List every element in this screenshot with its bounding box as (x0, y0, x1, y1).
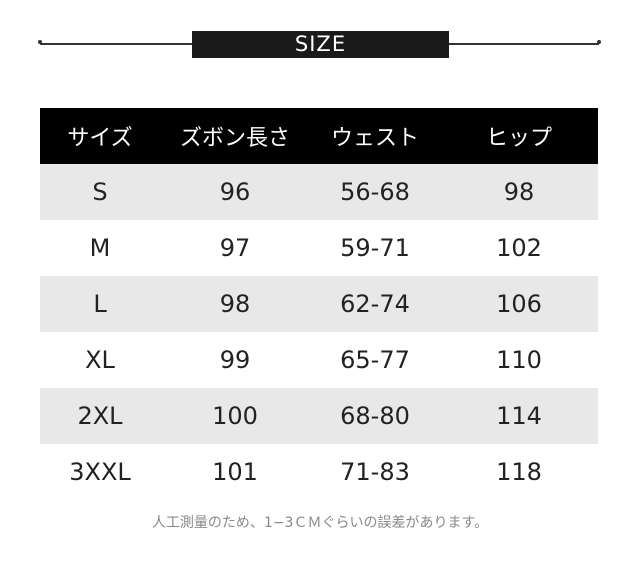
divider-left (40, 43, 192, 45)
table-row: M 97 59-71 102 (40, 220, 598, 276)
table-cell: 68-80 (310, 388, 440, 444)
table-row: 3XXL 101 71-83 118 (40, 444, 598, 500)
table-cell: S (40, 164, 160, 220)
table-cell: 100 (160, 388, 310, 444)
table-cell: 118 (496, 458, 542, 486)
table-cell: 56-68 (310, 164, 440, 220)
size-title: SIZE (192, 31, 449, 58)
table-row: XL 99 65-77 110 (40, 332, 598, 388)
table-cell: 98 (440, 164, 598, 220)
table-cell: L (40, 276, 160, 332)
divider-right (449, 43, 599, 45)
table-cell: 65-77 (340, 346, 410, 374)
table-cell: 114 (440, 388, 598, 444)
size-table: サイズ ズボン長さ ウェスト ヒップ S 96 56-68 98 M 97 59-71 102… (40, 108, 598, 500)
table-cell: 98 (160, 276, 310, 332)
table-cell: 62-74 (310, 276, 440, 332)
table-cell: 101 (212, 458, 258, 486)
header-waist: ウェスト (310, 108, 440, 164)
divider-end-left (38, 40, 42, 44)
table-cell: 59-71 (340, 234, 410, 262)
table-row: 2XL 100 68-80 114 (40, 388, 598, 444)
table-cell: 71-83 (340, 458, 410, 486)
table-row: L 98 62-74 106 (40, 276, 598, 332)
table-cell: 96 (160, 164, 310, 220)
table-cell: XL (85, 346, 115, 374)
table-cell: 106 (440, 276, 598, 332)
table-header: サイズ ズボン長さ ウェスト ヒップ (40, 108, 598, 164)
header-hip: ヒップ (440, 108, 598, 164)
divider-end-right (597, 40, 601, 44)
measurement-note: 人工測量のため、1−3ＣＭぐらいの誤差があります。 (151, 515, 489, 531)
table-cell: 110 (496, 346, 542, 374)
header-size: サイズ (40, 108, 160, 164)
header-length: ズボン長さ (160, 108, 310, 164)
table-cell: 102 (496, 234, 542, 262)
table-cell: 3XXL (69, 458, 131, 486)
table-cell: M (89, 234, 111, 262)
table-cell: 2XL (40, 388, 160, 444)
table-cell: 97 (219, 234, 251, 262)
table-row: S 96 56-68 98 (40, 164, 598, 220)
table-cell: 99 (219, 346, 251, 374)
